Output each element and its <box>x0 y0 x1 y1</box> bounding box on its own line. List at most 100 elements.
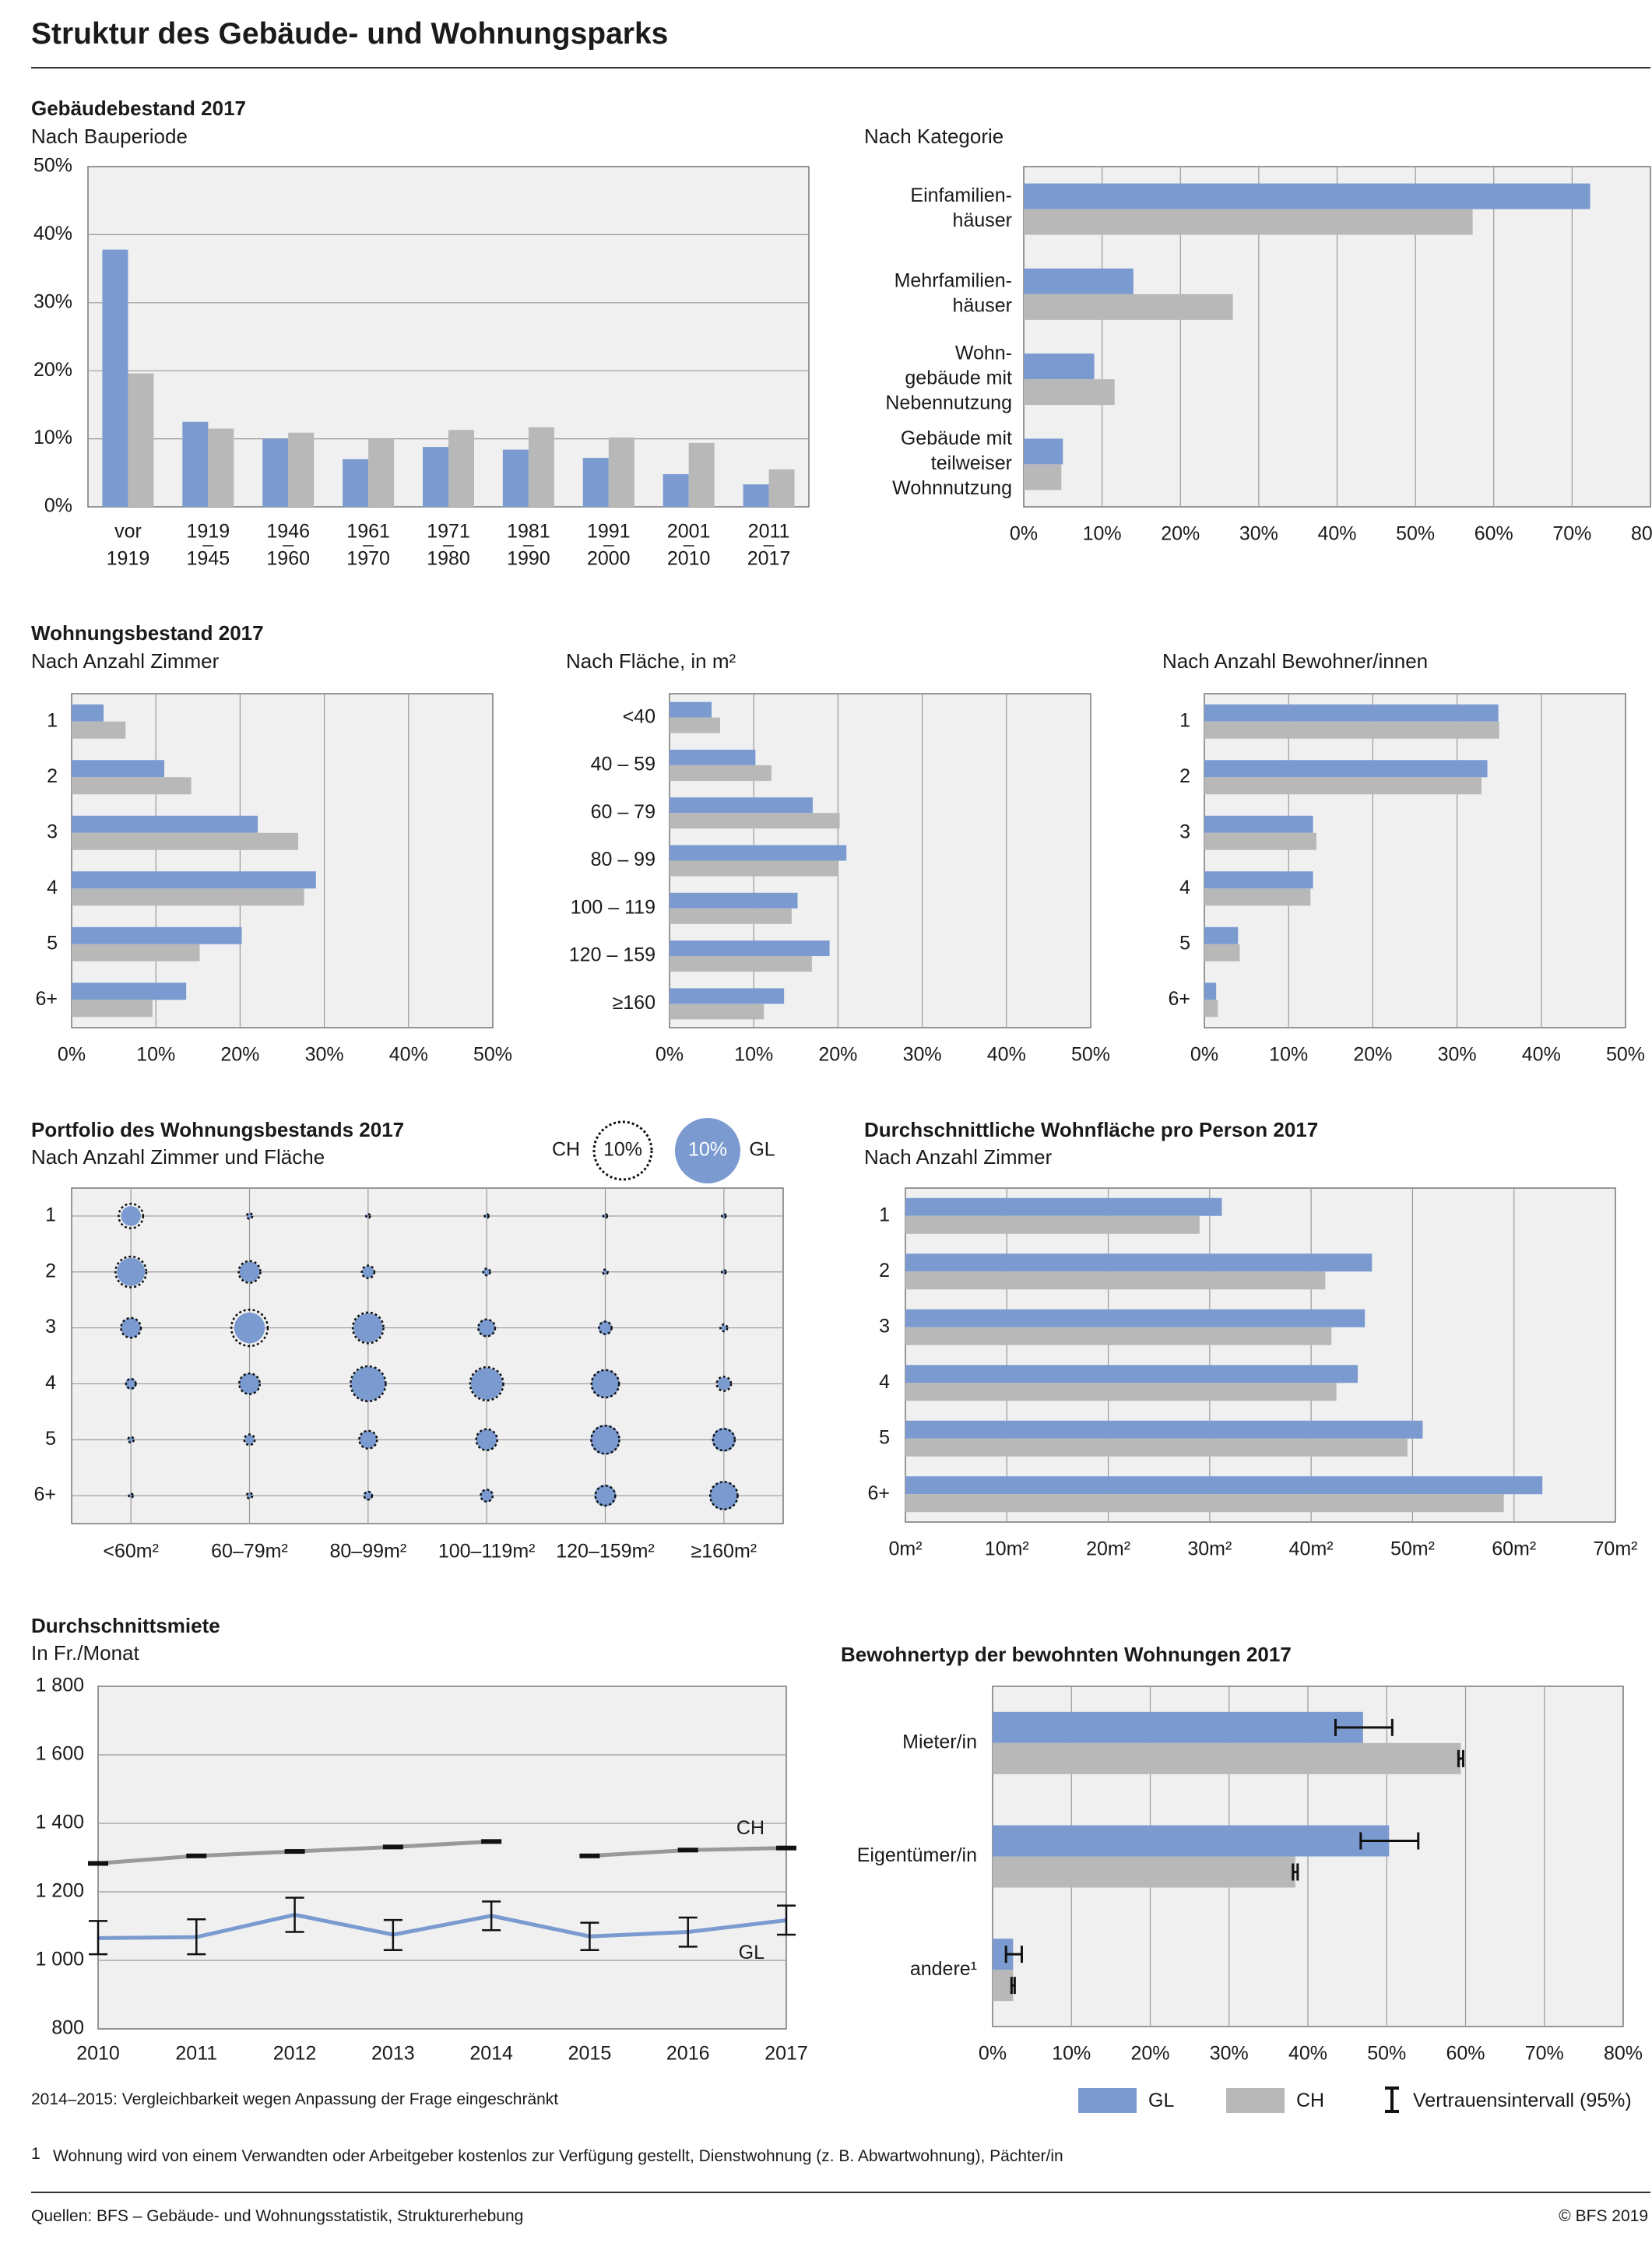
bubble-gl <box>478 1319 496 1337</box>
y-tick-label: 10% <box>33 427 72 448</box>
legend-label-ch: CH <box>1296 2090 1325 2111</box>
bar-gl <box>905 1476 1543 1495</box>
bubble-ch <box>712 1428 736 1452</box>
x-tick-label: 50m² <box>1390 1538 1435 1560</box>
bubble-gl <box>591 1369 620 1398</box>
bubble-ch <box>721 1269 727 1275</box>
bubble-ch <box>351 1311 385 1345</box>
bubble-gl <box>476 1429 497 1450</box>
category-label: Eigentümer/in <box>857 1844 977 1866</box>
x-tick-label: 0m² <box>888 1538 922 1560</box>
x-tick-label: 1919 <box>187 521 230 543</box>
bubble-ch <box>590 1424 620 1455</box>
x-tick-label: 2011 <box>748 521 790 543</box>
x-tick-label: 10% <box>136 1044 175 1066</box>
category-label: Mieter/in <box>902 1731 977 1752</box>
bar-ch <box>670 765 772 781</box>
bar-gl <box>72 983 187 1000</box>
category-label: 3 <box>47 821 58 842</box>
bubble-gl <box>350 1366 385 1401</box>
row-label: 2 <box>45 1260 56 1281</box>
category-label: andere¹ <box>910 1958 977 1980</box>
bar-ch <box>670 813 840 829</box>
y-tick-label: 1 800 <box>35 1675 84 1696</box>
bar-ch <box>128 373 154 507</box>
point-ch <box>776 1845 796 1851</box>
y-tick-label: 1 400 <box>35 1812 84 1833</box>
bubble-ch <box>125 1377 137 1390</box>
subtitle-bewohner: Nach Anzahl Bewohner/innen <box>1162 649 1429 673</box>
point-ch <box>382 1844 403 1850</box>
bar-ch <box>670 1004 764 1020</box>
x-tick-label: 20m² <box>1086 1538 1130 1560</box>
plot-area-zimmer <box>71 693 494 1028</box>
bar-gl <box>743 484 769 507</box>
bubble-ch <box>721 1213 727 1219</box>
legend-bottom: GL CH Vertrauensintervall (95%) <box>1078 2085 1650 2113</box>
x-tick-label: 1980 <box>427 548 470 570</box>
point-ch <box>481 1839 502 1844</box>
bar-ch <box>905 1215 1200 1234</box>
x-tick-label: 1990 <box>507 548 550 570</box>
x-tick-label: 10% <box>1269 1044 1308 1066</box>
category-label: <40 <box>623 705 656 727</box>
bubble-gl <box>121 1206 141 1226</box>
column-label: ≥160m² <box>691 1541 757 1563</box>
bar-gl <box>1204 926 1239 944</box>
title-rule <box>31 67 1650 69</box>
x-tick-label: 50% <box>1071 1044 1110 1066</box>
legend-swatch-ch <box>1226 2088 1285 2113</box>
subtitle-miete: In Fr./Monat <box>31 1641 139 1665</box>
x-tick-label: vor <box>114 521 142 543</box>
x-tick-label: 10m² <box>985 1538 1029 1560</box>
bubble-legend-ch-value: 10% <box>603 1139 642 1161</box>
bar-gl <box>670 797 813 814</box>
bubble-legend-gl-value: 10% <box>688 1139 727 1161</box>
x-tick-label: 70% <box>1525 2043 1564 2065</box>
category-label: häuser <box>953 209 1012 231</box>
x-tick-label: 70% <box>1552 523 1591 545</box>
bubble-ch <box>594 1485 617 1507</box>
bubble-ch <box>230 1308 269 1348</box>
x-tick-label: 2001 <box>667 521 711 543</box>
bubble-ch <box>482 1267 491 1277</box>
bubble-gl <box>239 1261 260 1283</box>
bubble-ch <box>360 1264 376 1280</box>
x-tick-label: 1970 <box>346 548 390 570</box>
x-tick-label: 30% <box>1239 523 1278 545</box>
bar-gl <box>102 249 128 507</box>
line-gl <box>97 1912 787 1940</box>
subtitle-bauperiode: Nach Bauperiode <box>31 125 188 148</box>
x-tick-label: 0% <box>656 1044 684 1066</box>
bubble-legend-ch <box>592 1120 653 1181</box>
x-tick-label: 10% <box>1083 523 1122 545</box>
x-tick-label: 20% <box>220 1044 259 1066</box>
column-label: 100–119m² <box>438 1541 536 1563</box>
section-title-wohnungen: Wohnungsbestand 2017 <box>31 621 264 645</box>
x-tick-label: 60% <box>1474 523 1513 545</box>
bar-gl <box>905 1197 1222 1216</box>
bubble-legend-gl <box>675 1118 740 1183</box>
category-label: häuser <box>953 294 1012 316</box>
footer-copyright: © BFS 2019 <box>1559 2207 1648 2225</box>
bubble-ch <box>237 1372 262 1395</box>
y-tick-label: 50% <box>33 155 72 177</box>
x-tick-label: 50% <box>1396 523 1435 545</box>
bar-ch <box>905 1438 1408 1457</box>
bubble-ch <box>719 1323 729 1333</box>
bar-gl <box>1204 871 1313 889</box>
x-tick-label: 60% <box>1446 2043 1485 2065</box>
bar-ch <box>72 888 304 906</box>
bar-ch <box>670 717 720 733</box>
subtitle-flaeche: Nach Fläche, in m² <box>566 649 736 673</box>
x-tick-label: 40% <box>389 1044 428 1066</box>
page-title: Struktur des Gebäude- und Wohnungsparks <box>31 17 669 51</box>
category-label: 4 <box>1179 877 1190 898</box>
bar-ch <box>72 832 299 850</box>
bubble-ch <box>708 1481 739 1511</box>
category-label: ≥160 <box>613 992 656 1014</box>
bubble-ch <box>365 1213 371 1219</box>
bubble-ch <box>480 1489 494 1503</box>
bar-gl <box>1024 183 1590 209</box>
